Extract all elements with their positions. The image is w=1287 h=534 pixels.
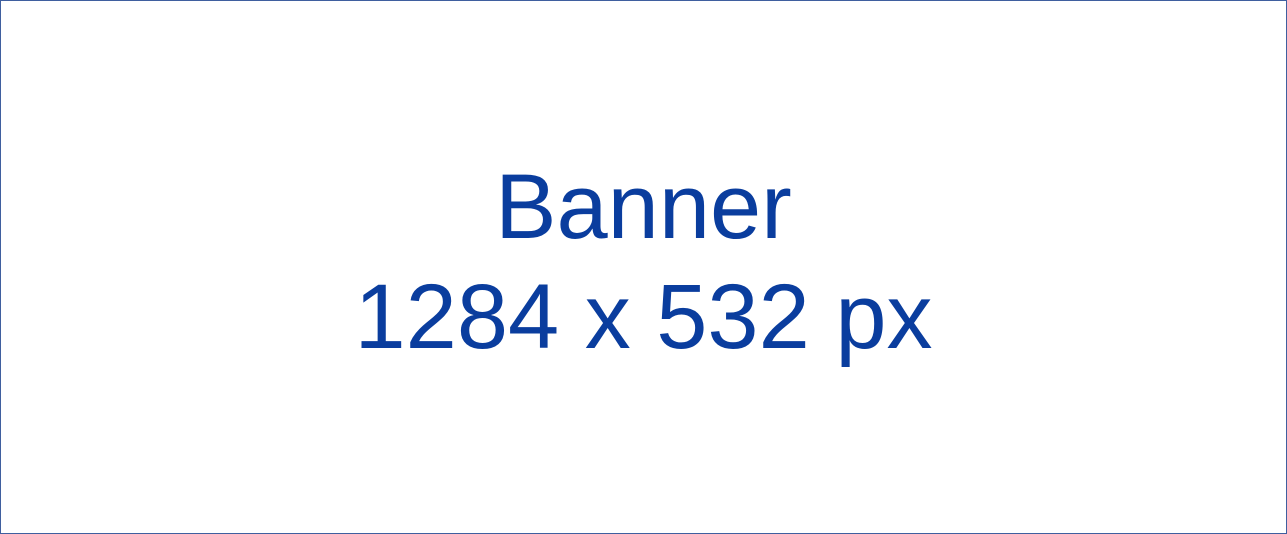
- banner-dimensions: 1284 x 532 px: [354, 266, 933, 368]
- banner-text: Banner 1284 x 532 px: [354, 152, 932, 372]
- banner-title: Banner: [495, 156, 792, 258]
